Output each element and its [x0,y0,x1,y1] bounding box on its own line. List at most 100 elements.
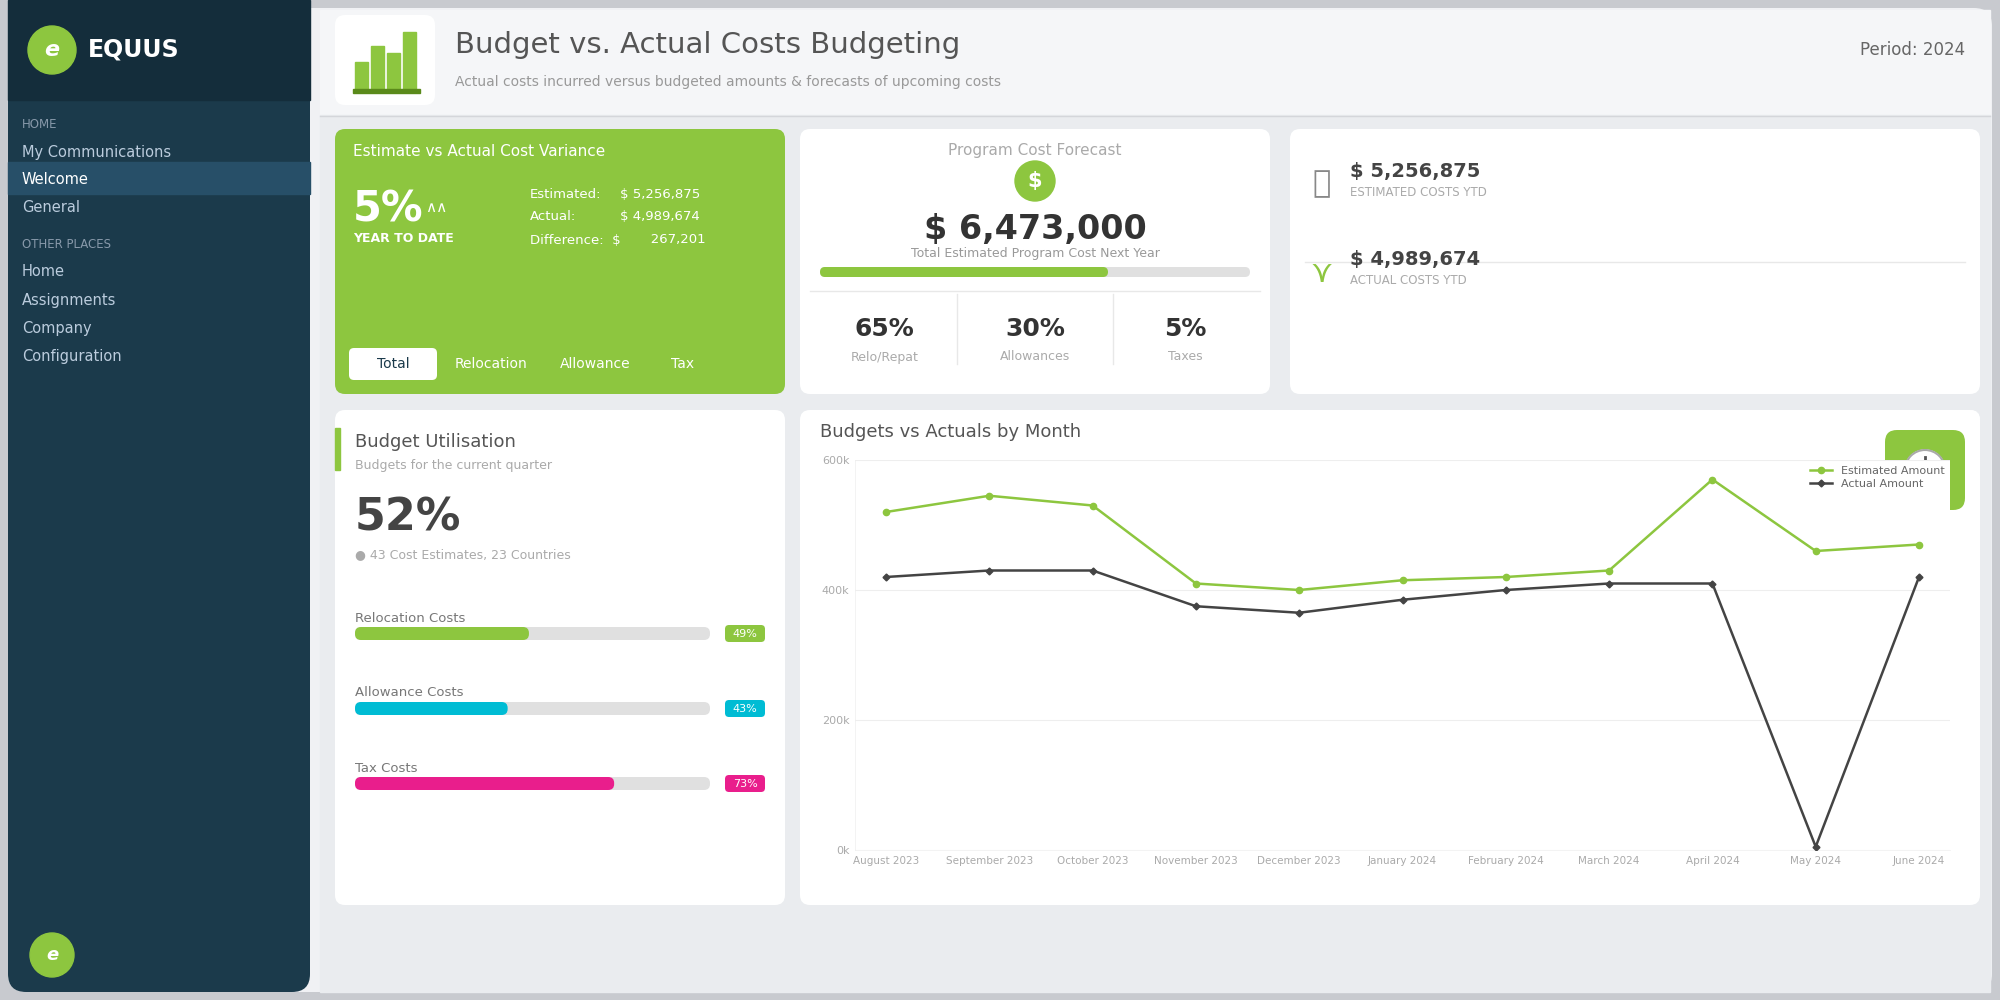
Text: ⌖: ⌖ [1312,169,1332,198]
Circle shape [30,933,74,977]
Text: 65%: 65% [854,317,914,341]
Text: Tax Costs: Tax Costs [356,762,418,774]
Text: EQUUS: EQUUS [88,38,180,62]
Text: YEAR TO DATE: YEAR TO DATE [352,232,454,245]
Actual Amount [1494,584,1518,596]
Text: Tax: Tax [672,357,694,371]
Text: Estimate vs Actual Cost Variance: Estimate vs Actual Cost Variance [352,143,606,158]
Text: Relocation Costs: Relocation Costs [356,611,466,624]
Text: 52%: 52% [356,496,462,540]
Estimated Amount [1184,578,1208,590]
Text: $ 5,256,875: $ 5,256,875 [620,188,700,200]
Actual Amount [874,571,898,583]
Text: 73%: 73% [732,779,758,789]
Estimated Amount [978,490,1002,502]
FancyBboxPatch shape [356,702,508,715]
Text: 274: 274 [1320,468,1418,512]
FancyBboxPatch shape [800,410,1980,905]
FancyBboxPatch shape [724,625,764,642]
Bar [320,115,1990,992]
Text: 49%: 49% [732,629,758,639]
Estimated Amount [1390,574,1414,586]
Bar [320,10,1990,115]
Text: ⋎: ⋎ [1310,259,1334,288]
Text: $ 4,989,674: $ 4,989,674 [1350,249,1480,268]
Text: $: $ [1028,171,1042,191]
Text: ∧∧: ∧∧ [424,200,448,215]
Text: 5%: 5% [352,188,424,230]
Text: $ 5,256,875: $ 5,256,875 [1350,161,1480,180]
Bar [336,428,340,470]
FancyBboxPatch shape [336,129,784,394]
Text: Allowance: Allowance [560,357,630,371]
Text: Configuration: Configuration [22,349,122,363]
Bar [356,62,368,90]
Text: Total Estimated Program Cost Next Year: Total Estimated Program Cost Next Year [910,247,1160,260]
FancyBboxPatch shape [336,15,436,105]
Text: $ 6,473,000: $ 6,473,000 [924,213,1146,245]
Estimated Amount [1908,538,1932,550]
FancyBboxPatch shape [800,129,1270,394]
Text: Budget vs. Actual Costs Budgeting: Budget vs. Actual Costs Budgeting [456,31,960,59]
Actual Amount [1390,594,1414,606]
Text: Budgets vs Actuals by Month: Budgets vs Actuals by Month [820,423,1082,441]
Text: 267,201: 267,201 [638,233,706,246]
FancyBboxPatch shape [356,627,528,640]
Circle shape [28,26,76,74]
FancyBboxPatch shape [8,0,310,100]
Text: ● 43 Cost Estimates, 23 Countries: ● 43 Cost Estimates, 23 Countries [356,548,570,562]
FancyBboxPatch shape [8,8,1992,992]
FancyBboxPatch shape [356,777,614,790]
Actual Amount [1598,578,1622,590]
Text: ACTUAL COSTS YTD: ACTUAL COSTS YTD [1350,274,1466,288]
FancyBboxPatch shape [356,702,710,715]
Bar [8,162,310,194]
Text: 43%: 43% [732,704,758,714]
FancyBboxPatch shape [724,775,764,792]
Text: ESTIMATED COSTS YTD: ESTIMATED COSTS YTD [1350,186,1486,200]
Actual Amount [1908,571,1932,583]
Text: Actual:: Actual: [530,211,576,224]
FancyBboxPatch shape [820,267,1108,277]
Line: Actual Amount: Actual Amount [884,568,1922,849]
Estimated Amount [1700,474,1724,486]
Text: General: General [22,200,80,216]
Circle shape [1016,161,1056,201]
FancyBboxPatch shape [356,777,710,790]
FancyBboxPatch shape [8,8,310,992]
Text: Budgets for the current quarter: Budgets for the current quarter [356,458,552,472]
Estimated Amount [874,506,898,518]
Bar [352,89,420,93]
Circle shape [1904,450,1944,490]
Bar [8,0,310,100]
Text: Relo/Repat: Relo/Repat [850,351,918,363]
Bar [372,46,384,90]
Text: Budget Utilisation: Budget Utilisation [356,433,516,451]
Text: Actual costs incurred versus budgeted amounts & forecasts of upcoming costs: Actual costs incurred versus budgeted am… [456,75,1002,89]
Text: $ 4,989,674: $ 4,989,674 [620,211,700,224]
Text: Welcome: Welcome [22,172,88,188]
Bar [404,32,416,90]
Text: Home: Home [22,264,64,279]
Text: e: e [46,946,58,964]
Estimated Amount [1494,571,1518,583]
Text: Assignments: Assignments [22,292,116,308]
Text: My Communications: My Communications [22,144,172,159]
Estimated Amount [1804,545,1828,557]
Text: Difference:  $: Difference: $ [530,233,620,246]
Actual Amount [1288,607,1312,619]
Text: HOME: HOME [22,118,58,131]
Text: Company: Company [22,320,92,336]
Text: e: e [44,40,60,60]
FancyBboxPatch shape [336,410,784,905]
Actual Amount [978,564,1002,576]
Bar [388,53,400,90]
FancyBboxPatch shape [820,267,1250,277]
FancyBboxPatch shape [1884,430,1964,510]
Actual Amount [1080,564,1104,576]
FancyBboxPatch shape [356,627,710,640]
Text: 5%: 5% [1164,317,1206,341]
Estimated Amount [1288,584,1312,596]
Text: Allowances: Allowances [1000,351,1070,363]
Actual Amount [1184,600,1208,612]
